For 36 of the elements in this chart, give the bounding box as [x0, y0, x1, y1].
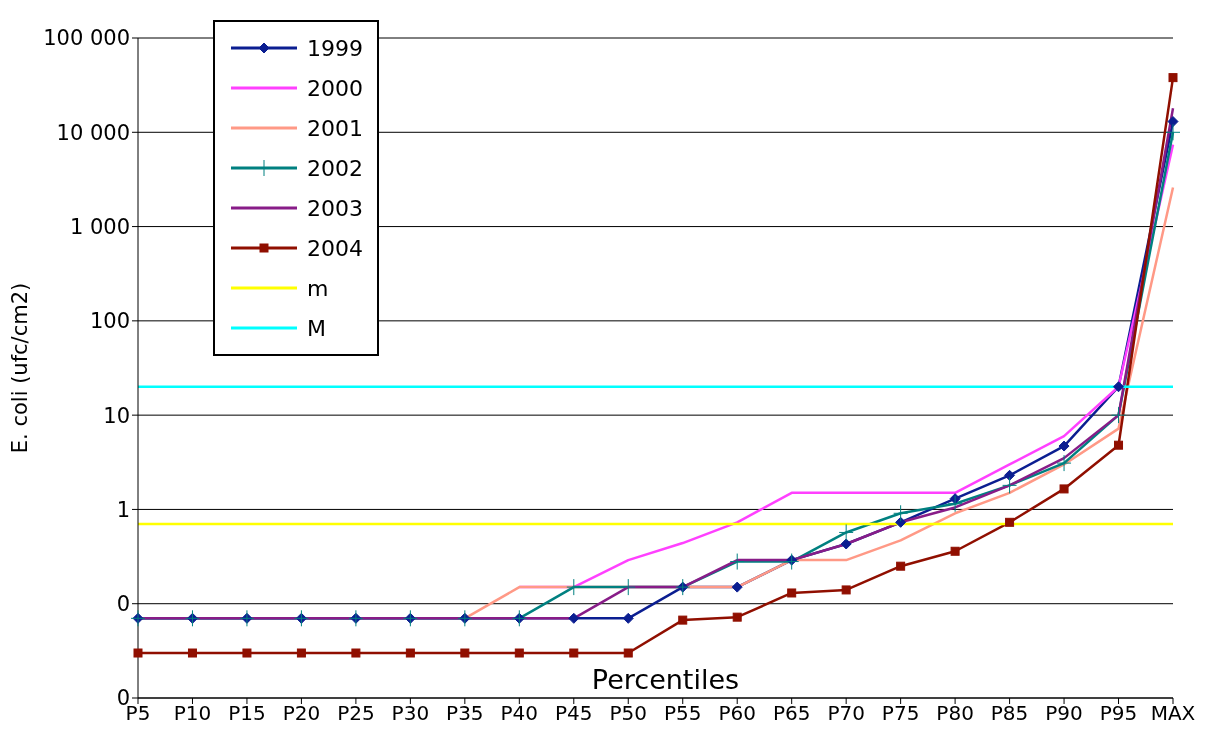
x-tick-label: P95	[1099, 701, 1138, 726]
y-tick-label: 100	[89, 309, 130, 334]
legend-label: 2001	[307, 115, 363, 141]
x-tick-label: MAX	[1150, 701, 1196, 726]
legend-label: 2003	[307, 195, 363, 221]
x-tick-label: P80	[936, 701, 974, 726]
legend-label: 2000	[307, 75, 363, 101]
legend-label: 1999	[307, 35, 363, 61]
x-tick-label: P15	[228, 701, 266, 726]
x-tick-label: P45	[555, 701, 593, 726]
x-tick-label: P75	[881, 701, 920, 726]
legend-label: 2002	[307, 155, 363, 181]
x-tick-label: P40	[500, 701, 539, 726]
x-tick-label: P25	[337, 701, 375, 726]
y-tick-label: 1 000	[69, 215, 130, 240]
x-tick-label: P10	[173, 701, 212, 726]
x-tick-label: P60	[718, 701, 756, 726]
x-tick-label: P35	[446, 701, 484, 726]
x-tick-label: P90	[1045, 701, 1083, 726]
x-tick-label: P70	[827, 701, 865, 726]
y-axis-title: E. coli (ufc/cm2)	[8, 282, 33, 454]
x-tick-label: P20	[282, 701, 321, 726]
y-tick-label: 10 000	[56, 120, 130, 145]
y-tick-label: 1	[116, 497, 130, 522]
legend-label: 2004	[307, 235, 363, 261]
y-tick-label: 100 000	[43, 26, 130, 51]
x-tick-label: P65	[772, 701, 811, 726]
legend-label: M	[307, 315, 326, 341]
x-tick-label: P55	[663, 701, 702, 726]
x-tick-label: P30	[391, 701, 430, 726]
x-tick-label: P50	[609, 701, 648, 726]
x-tick-label: P85	[990, 701, 1029, 726]
y-tick-label: 10	[103, 403, 130, 428]
legend-label: m	[307, 275, 329, 301]
x-axis-title: Percentiles	[590, 664, 741, 695]
y-tick-label: 0	[116, 592, 130, 617]
